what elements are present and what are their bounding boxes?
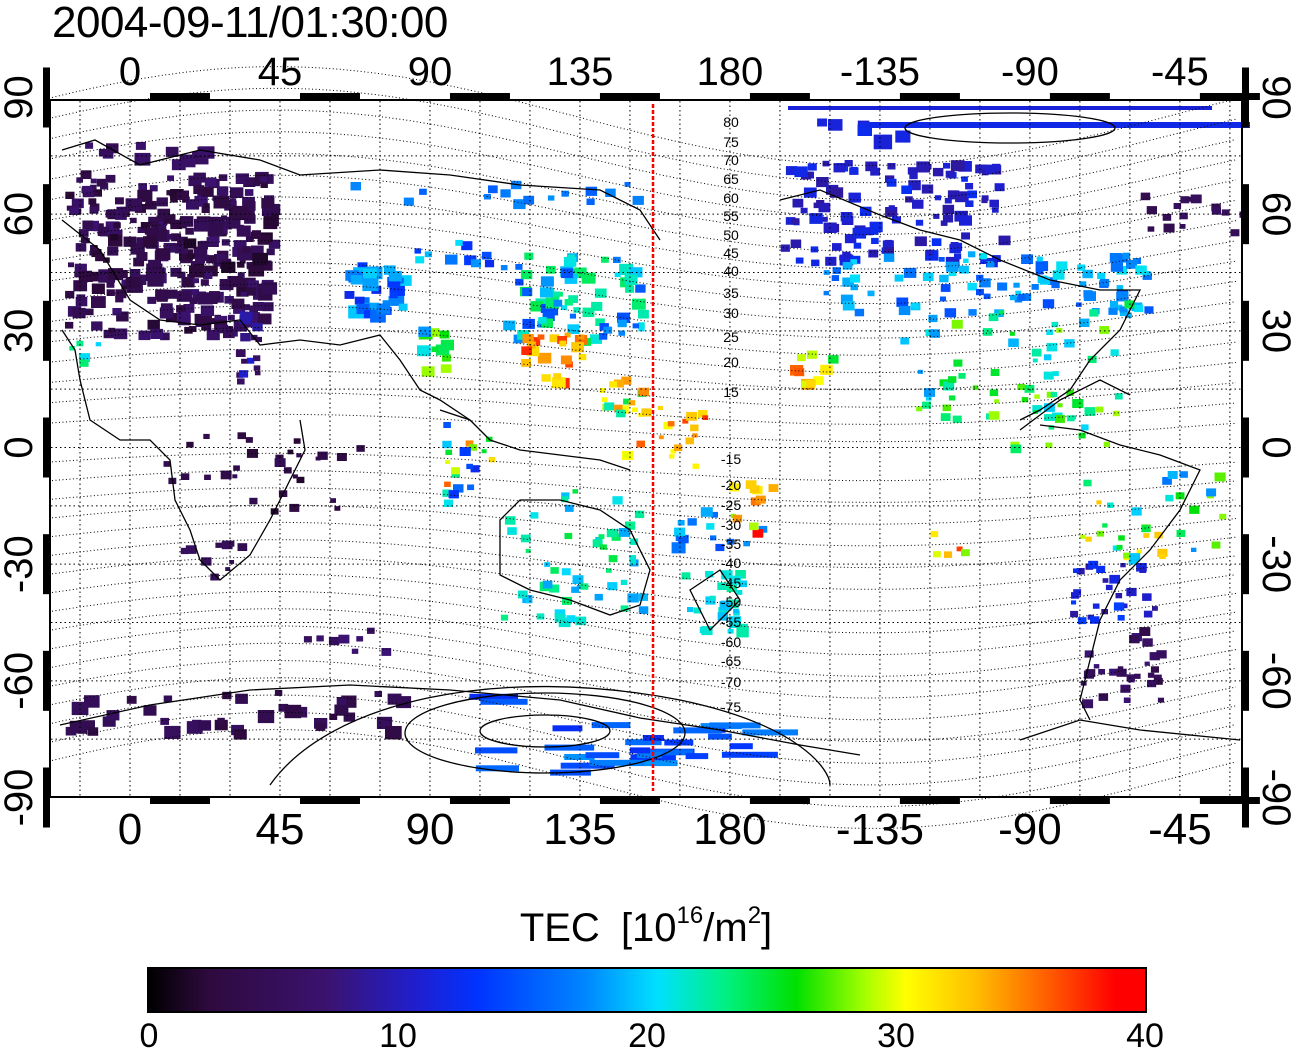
bottom-lon-label: -45: [1148, 805, 1212, 854]
bottom-lon-label: 45: [256, 805, 305, 854]
contour-label: -70: [721, 674, 741, 690]
colorbar-title-exp: 16: [676, 902, 704, 929]
right-lat-label: 30: [1254, 309, 1292, 354]
colorbar: [147, 967, 1147, 1013]
coastline: [1039, 424, 1201, 721]
top-lon-label: 135: [547, 50, 614, 94]
contour-label: -55: [721, 614, 741, 630]
contour-label: -50: [721, 594, 741, 610]
lat-lon-grid: [51, 101, 1241, 796]
right-lat-label: 0: [1254, 436, 1292, 458]
contour-label: -75: [721, 699, 741, 715]
timestamp-title: 2004-09-11/01:30:00: [52, 0, 448, 47]
bottom-lon-label: 0: [118, 805, 142, 854]
top-lon-label: 45: [258, 50, 303, 94]
tec-world-map: 80 75 70 65 60 55 50 45 40 35 30 25 20 15 -15 -20 -25 -30…: [0, 50, 1292, 854]
coastline: [61, 219, 471, 421]
right-lat-label: -90: [1254, 769, 1292, 827]
coastlines: [59, 139, 1241, 756]
bottom-lon-label: 135: [543, 805, 616, 854]
contour-label: -20: [721, 477, 741, 493]
colorbar-title: TEC [1016/m2]: [0, 904, 1292, 952]
colorbar-title-unit-mid: /m: [703, 906, 748, 950]
coastline: [61, 329, 306, 581]
top-lon-label: -45: [1151, 50, 1209, 94]
contour-label: -45: [721, 575, 741, 591]
contour-label: 70: [723, 152, 739, 168]
colorbar-title-quantity: TEC: [519, 906, 600, 950]
contour-label: -30: [721, 517, 741, 533]
left-lat-label: -90: [0, 769, 41, 827]
colorbar-title-exp2: 2: [747, 902, 762, 929]
coastline: [1019, 719, 1241, 741]
contour-label: 55: [723, 208, 739, 224]
contour-label: 30: [723, 305, 739, 321]
left-lat-label: -60: [0, 652, 41, 710]
contour-label: 25: [723, 329, 739, 345]
colorbar-tick-label: 30: [877, 1017, 915, 1055]
left-lat-label: 90: [0, 75, 41, 120]
right-lat-label: 60: [1254, 192, 1292, 237]
colorbar-tick-label: 20: [628, 1017, 666, 1055]
colorbar-tick-label: 0: [139, 1017, 159, 1055]
contour-label: 80: [723, 114, 739, 130]
left-lat-label: 30: [0, 309, 41, 354]
contour-label: -35: [721, 536, 741, 552]
bottom-lon-label: 180: [693, 805, 766, 854]
coastline: [439, 409, 631, 471]
magnetic-latitude-contours: [51, 66, 1237, 829]
coastline: [1019, 379, 1131, 431]
colorbar-title-unit: [10: [620, 906, 677, 950]
contour-label: 45: [723, 245, 739, 261]
contour-label: -15: [721, 451, 741, 467]
contour-label: 60: [723, 190, 739, 206]
top-lon-label: -135: [840, 50, 920, 94]
right-lat-label: 90: [1254, 75, 1292, 120]
coastline: [59, 684, 861, 756]
coastline: [61, 139, 661, 241]
axis-ticks: [43, 67, 1260, 828]
contour-labels: 80 75 70 65 60 55 50 45 40 35 30 25 20 15 -15 -20 -25 -30…: [721, 114, 741, 715]
contour-label: 65: [723, 171, 739, 187]
top-lon-label: 180: [697, 50, 764, 94]
contour-label: 15: [723, 384, 739, 400]
contour-label: 50: [723, 227, 739, 243]
contour-label: -25: [721, 497, 741, 513]
top-lon-label: 90: [408, 50, 453, 94]
bottom-lon-label: -135: [836, 805, 924, 854]
contour-label: 40: [723, 263, 739, 279]
tec-patches: [65, 106, 1250, 776]
contour-label: -40: [721, 555, 741, 571]
contour-label: -60: [721, 634, 741, 650]
contour-label: 20: [723, 354, 739, 370]
top-lon-label: 0: [119, 50, 141, 94]
bottom-lon-label: -90: [998, 805, 1062, 854]
coastline: [689, 569, 741, 632]
top-lon-label: -90: [1001, 50, 1059, 94]
right-lat-label: -30: [1254, 535, 1292, 593]
colorbar-tick-label: 40: [1126, 1017, 1164, 1055]
right-lat-label: -60: [1254, 652, 1292, 710]
left-lat-label: 0: [0, 436, 41, 458]
left-lat-label: -30: [0, 535, 41, 593]
coastline: [499, 499, 651, 616]
coastline: [779, 189, 1142, 421]
colorbar-tick-label: 10: [379, 1017, 417, 1055]
left-lat-label: 60: [0, 192, 41, 237]
axis-labels: 0 45 90 135 180 -135 -90 -45 0 45 90 135 180 -135 -90 -…: [0, 50, 1292, 854]
colorbar-title-close: ]: [761, 906, 773, 950]
contour-label: 35: [723, 285, 739, 301]
contour-label: -65: [721, 653, 741, 669]
bottom-lon-label: 90: [405, 805, 454, 854]
contour-label: 75: [723, 134, 739, 150]
